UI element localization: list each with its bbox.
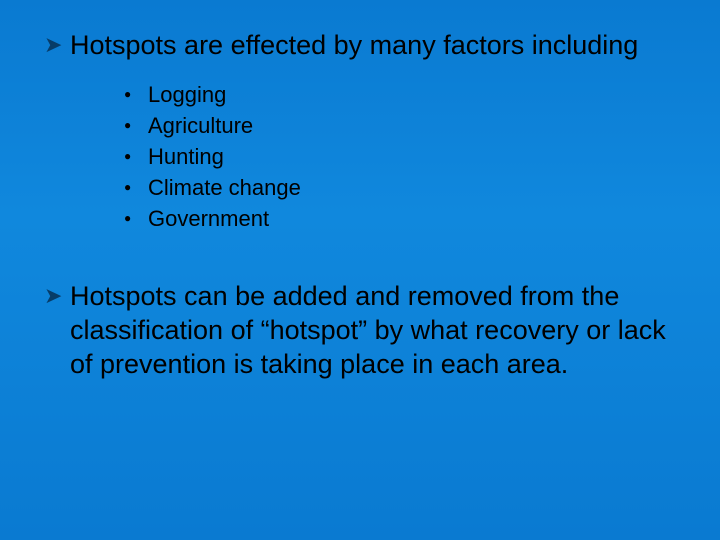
- sub-item-text: Hunting: [148, 142, 224, 171]
- sub-item: ● Agriculture: [124, 111, 680, 140]
- dot-bullet-icon: ●: [124, 111, 148, 140]
- sub-item: ● Hunting: [124, 142, 680, 171]
- sub-item: ● Government: [124, 204, 680, 233]
- sub-item-text: Government: [148, 204, 269, 233]
- arrow-bullet-icon: ➤: [44, 279, 70, 313]
- bullet-2-text: Hotspots can be added and removed from t…: [70, 279, 680, 381]
- sub-item-text: Logging: [148, 80, 226, 109]
- dot-bullet-icon: ●: [124, 80, 148, 109]
- sub-item-text: Agriculture: [148, 111, 253, 140]
- bullet-1-text: Hotspots are effected by many factors in…: [70, 28, 638, 62]
- sub-item: ● Climate change: [124, 173, 680, 202]
- bullet-1-sublist: ● Logging ● Agriculture ● Hunting ● Clim…: [124, 80, 680, 233]
- dot-bullet-icon: ●: [124, 204, 148, 233]
- arrow-bullet-icon: ➤: [44, 28, 70, 62]
- sub-item-text: Climate change: [148, 173, 301, 202]
- dot-bullet-icon: ●: [124, 142, 148, 171]
- bullet-1: ➤ Hotspots are effected by many factors …: [44, 28, 680, 62]
- bullet-2: ➤ Hotspots can be added and removed from…: [44, 279, 680, 381]
- spacer: [44, 261, 680, 279]
- slide: ➤ Hotspots are effected by many factors …: [0, 0, 720, 540]
- sub-item: ● Logging: [124, 80, 680, 109]
- dot-bullet-icon: ●: [124, 173, 148, 202]
